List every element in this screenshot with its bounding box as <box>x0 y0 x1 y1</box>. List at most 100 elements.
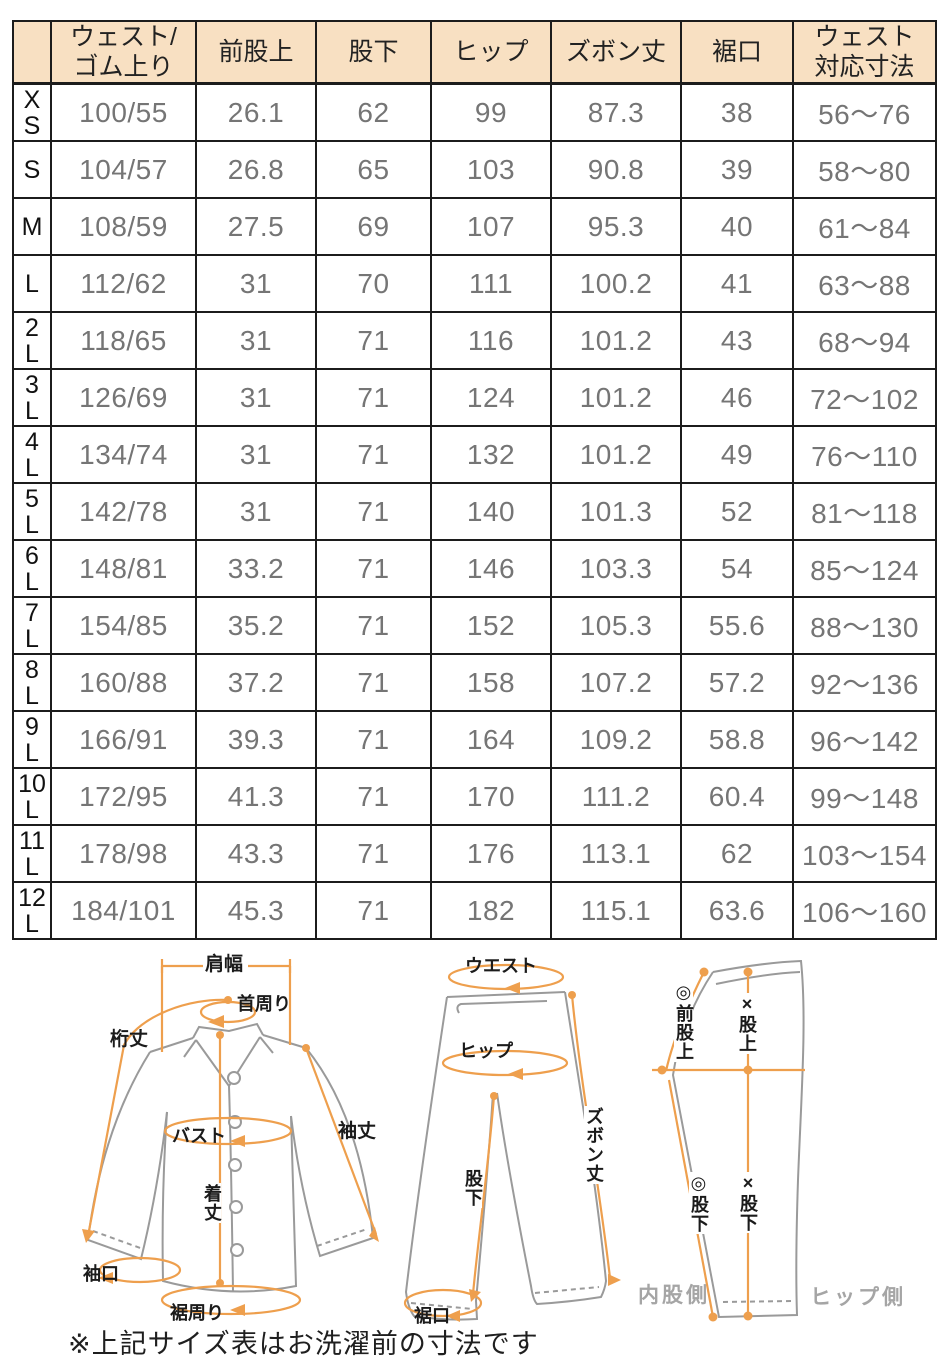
size-value-cell: 31 <box>195 254 317 313</box>
size-value-cell: 103.3 <box>550 539 682 598</box>
size-value-cell: 71 <box>315 710 432 769</box>
size-value-cell: 176 <box>430 824 552 883</box>
shoulder-width-label: 肩幅 <box>205 954 244 975</box>
table-row: 8 L 160/88 37.2 71 158 107.2 57.2 92〜136 <box>12 653 937 712</box>
size-value-cell: 108/59 <box>50 197 197 256</box>
size-value-cell: 56〜76 <box>792 82 937 142</box>
size-value-cell: 39 <box>680 140 794 199</box>
size-value-cell: 52 <box>680 482 794 541</box>
size-value-cell: 65 <box>315 140 432 199</box>
sleeve-length-label: 袖丈 <box>338 1121 377 1142</box>
size-value-cell: 101.2 <box>550 368 682 427</box>
size-value-cell: 41 <box>680 254 794 313</box>
bust-label: バスト <box>172 1126 226 1146</box>
corner-cell <box>12 20 52 85</box>
waist-label: ウエスト <box>465 956 537 976</box>
size-value-cell: 26.8 <box>195 140 317 199</box>
size-value-cell: 71 <box>315 311 432 370</box>
size-value-cell: 166/91 <box>50 710 197 769</box>
size-value-cell: 71 <box>315 539 432 598</box>
size-table: ウェスト/ ゴム上り 前股上 股下 ヒップ ズボン丈 裾口 ウェスト 対応寸法 … <box>12 20 937 940</box>
size-value-cell: 88〜130 <box>792 596 937 655</box>
size-value-cell: 101.2 <box>550 311 682 370</box>
table-row: L 112/62 31 70 111 100.2 41 63〜88 <box>12 254 937 313</box>
size-value-cell: 39.3 <box>195 710 317 769</box>
inseam-label: 股下 <box>463 1168 483 1208</box>
size-value-cell: 31 <box>195 425 317 484</box>
size-value-cell: 184/101 <box>50 881 197 940</box>
size-value-cell: 142/78 <box>50 482 197 541</box>
size-value-cell: 68〜94 <box>792 311 937 370</box>
size-value-cell: 116 <box>430 311 552 370</box>
col-waist-range: ウェスト 対応寸法 <box>792 20 937 85</box>
cuff-opening-label: 袖口 <box>83 1264 119 1284</box>
size-label: 2 L <box>12 311 52 370</box>
shirt-outline <box>86 1022 375 1293</box>
size-value-cell: 72〜102 <box>792 368 937 427</box>
size-value-cell: 55.6 <box>680 596 794 655</box>
size-value-cell: 90.8 <box>550 140 682 199</box>
size-label: 11 L <box>12 824 52 883</box>
size-value-cell: 101.3 <box>550 482 682 541</box>
size-value-cell: 111 <box>430 254 552 313</box>
size-value-cell: 76〜110 <box>792 425 937 484</box>
size-value-cell: 113.1 <box>550 824 682 883</box>
size-value-cell: 63〜88 <box>792 254 937 313</box>
table-row: 4 L 134/74 31 71 132 101.2 49 76〜110 <box>12 425 937 484</box>
measurement-diagrams: 肩幅 首周り 桁丈 バスト 袖丈 着丈 袖口 裾周り ウエスト ヒップ ズボン丈… <box>0 940 940 1360</box>
size-label: L <box>12 254 52 313</box>
size-value-cell: 41.3 <box>195 767 317 826</box>
size-value-cell: 62 <box>315 82 432 142</box>
hem-around-label: 裾周り <box>170 1303 224 1323</box>
inseam-hip-label: ×股下 <box>738 1172 758 1233</box>
hip-side-label: ヒップ側 <box>810 1286 906 1309</box>
hem-opening-label: 裾口 <box>414 1306 450 1326</box>
size-diagram-svg <box>82 959 805 1322</box>
col-inseam: 股下 <box>315 20 432 85</box>
size-value-cell: 58〜80 <box>792 140 937 199</box>
size-value-cell: 70 <box>315 254 432 313</box>
size-value-cell: 40 <box>680 197 794 256</box>
size-value-cell: 152 <box>430 596 552 655</box>
size-value-cell: 154/85 <box>50 596 197 655</box>
size-value-cell: 27.5 <box>195 197 317 256</box>
pants-length-label: ズボン丈 <box>584 1106 604 1184</box>
table-row: X S 100/55 26.1 62 99 87.3 38 56〜76 <box>12 82 937 142</box>
col-pants-length: ズボン丈 <box>550 20 682 85</box>
size-value-cell: 146 <box>430 539 552 598</box>
front-rise-label: ◎前股上 <box>674 981 694 1062</box>
size-value-cell: 71 <box>315 767 432 826</box>
size-value-cell: 99〜148 <box>792 767 937 826</box>
size-value-cell: 37.2 <box>195 653 317 712</box>
size-value-cell: 109.2 <box>550 710 682 769</box>
size-value-cell: 71 <box>315 881 432 940</box>
size-label: 12 L <box>12 881 52 940</box>
neck-around-label: 首周り <box>237 994 291 1014</box>
size-value-cell: 106〜160 <box>792 881 937 940</box>
size-label: 4 L <box>12 425 52 484</box>
shirt-measure-lines <box>82 959 379 1316</box>
size-value-cell: 103 <box>430 140 552 199</box>
size-label: 7 L <box>12 596 52 655</box>
size-value-cell: 182 <box>430 881 552 940</box>
size-label: 8 L <box>12 653 52 712</box>
rise-label: ×股上 <box>737 993 757 1054</box>
size-value-cell: 140 <box>430 482 552 541</box>
size-value-cell: 92〜136 <box>792 653 937 712</box>
table-row: 6 L 148/81 33.2 71 146 103.3 54 85〜124 <box>12 539 937 598</box>
size-value-cell: 26.1 <box>195 82 317 142</box>
table-row: 12 L 184/101 45.3 71 182 115.1 63.6 106〜160 <box>12 881 937 940</box>
table-row: 11 L 178/98 43.3 71 176 113.1 62 103〜154 <box>12 824 937 883</box>
yuki-length-label: 桁丈 <box>110 1029 149 1050</box>
size-value-cell: 99 <box>430 82 552 142</box>
size-value-cell: 43.3 <box>195 824 317 883</box>
inseam-inner-label: ◎股下 <box>689 1172 709 1234</box>
size-value-cell: 33.2 <box>195 539 317 598</box>
size-value-cell: 49 <box>680 425 794 484</box>
size-value-cell: 172/95 <box>50 767 197 826</box>
size-value-cell: 71 <box>315 368 432 427</box>
size-value-cell: 63.6 <box>680 881 794 940</box>
size-value-cell: 118/65 <box>50 311 197 370</box>
size-value-cell: 132 <box>430 425 552 484</box>
